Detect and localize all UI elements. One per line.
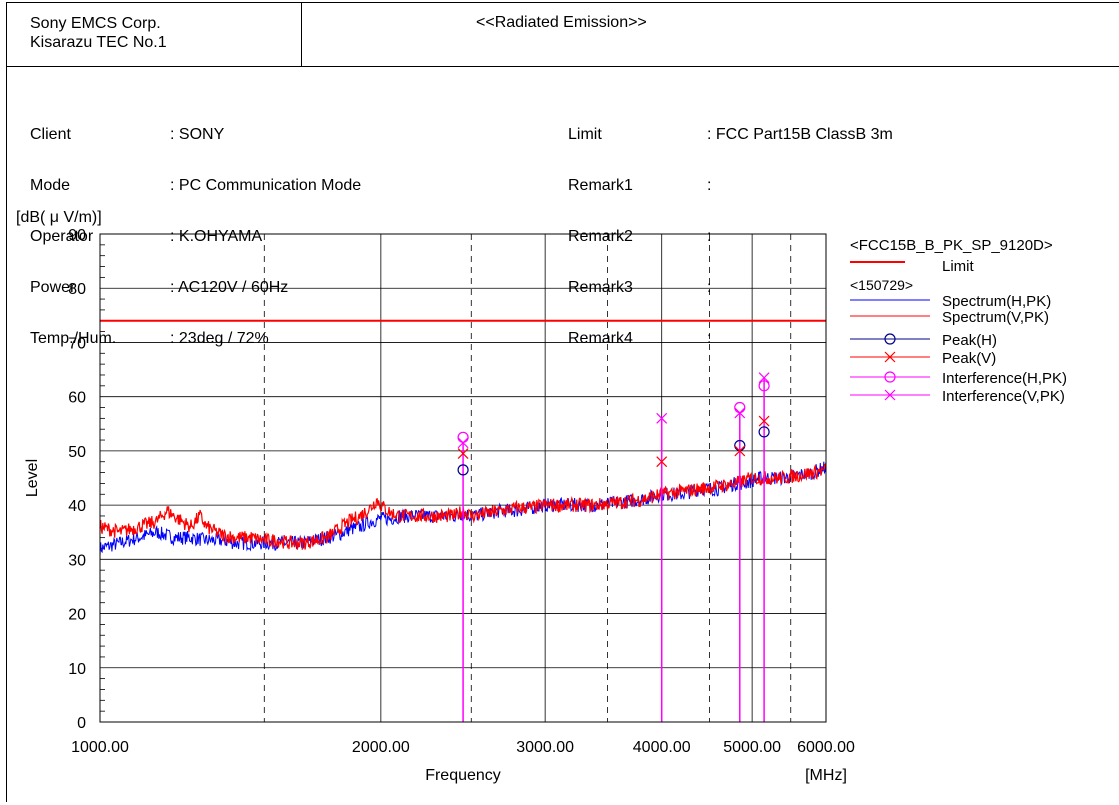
- peak-h-marker: [457, 464, 469, 476]
- x-tick-label: 6000.00: [797, 739, 855, 756]
- legend-title: <FCC15B_B_PK_SP_9120D>: [850, 237, 1053, 254]
- top-border: [6, 2, 1119, 3]
- y-tick-label: 90: [68, 227, 86, 244]
- info-value-mode: : PC Communication Mode: [170, 177, 362, 194]
- info-value-power: : AC120V / 60Hz: [170, 279, 289, 296]
- company-name: Sony EMCS Corp. Kisarazu TEC No.1: [30, 14, 167, 52]
- legend-circle-marker: [884, 371, 896, 383]
- legend-label: Interference(H,PK): [942, 370, 1067, 387]
- y-tick-label: 50: [68, 444, 86, 461]
- x-tick-label: 4000.00: [633, 739, 691, 756]
- cross-stroke: [758, 415, 770, 427]
- info-label-client: Client: [30, 126, 71, 143]
- report-frame: [6, 2, 1117, 802]
- info-label-limit: Limit: [568, 126, 602, 143]
- info-label-remark1: Remark1: [568, 177, 633, 194]
- legend-cross-marker: [884, 351, 896, 363]
- cross-stroke: [734, 407, 746, 419]
- header-divider: [6, 66, 1119, 67]
- y-tick-label: 10: [68, 661, 86, 678]
- legend-label: Peak(V): [942, 350, 996, 367]
- x-tick-label: 1000.00: [71, 739, 129, 756]
- y-tick-label: 30: [68, 552, 86, 569]
- interference-v-pk-marker: [758, 372, 770, 384]
- interference-h-pk-marker: [734, 401, 746, 414]
- legend-limit-label: Limit: [942, 258, 975, 275]
- y-tick-label: 20: [68, 607, 86, 624]
- info-label-power: Power: [30, 279, 76, 296]
- x-tick-label: 3000.00: [516, 739, 574, 756]
- legend-label: Spectrum(H,PK): [942, 293, 1051, 310]
- info-label-mode: Mode: [30, 177, 71, 194]
- peak-v-marker: [457, 448, 469, 460]
- company-line-1: Sony EMCS Corp.: [30, 15, 161, 32]
- plot-area-border: [99, 233, 827, 723]
- interference-v-pk-marker: [656, 412, 668, 424]
- legend-label: Peak(H): [942, 332, 997, 349]
- info-label-operator: Operator: [30, 228, 94, 245]
- cross-stroke: [457, 437, 469, 449]
- info-value-operator: : K.OHYAMA: [170, 228, 263, 245]
- y-tick-label: 60: [68, 390, 86, 407]
- info-label-remark3: Remark3: [568, 279, 633, 296]
- y-tick-label: 70: [68, 335, 86, 352]
- interference-h-pk-marker: [758, 380, 770, 392]
- info-value-remark1: :: [707, 177, 712, 194]
- x-axis-label: Frequency: [425, 767, 501, 784]
- cross-stroke: [656, 412, 668, 424]
- y-tick-label: 40: [68, 498, 86, 515]
- y-tick-label: 80: [68, 281, 86, 298]
- legend-circle-marker: [884, 333, 896, 345]
- y-unit-label: [dB( μ V/m)]: [16, 209, 102, 226]
- cross-stroke: [457, 448, 469, 460]
- info-value-remark3: :: [707, 279, 712, 296]
- info-left-labels: Client Mode Operator Power Temp./Hum.: [30, 92, 116, 364]
- x-unit-label: [MHz]: [805, 767, 847, 784]
- cross-stroke: [734, 445, 746, 457]
- info-value-limit: : FCC Part15B ClassB 3m: [707, 126, 893, 143]
- cross-stroke: [656, 456, 668, 468]
- legend-subtitle: <150729>: [850, 277, 913, 293]
- interference-v-pk-marker: [734, 407, 746, 419]
- info-label-remark2: Remark2: [568, 228, 633, 245]
- peak-v-marker: [656, 456, 668, 468]
- legend-label: Interference(V,PK): [942, 388, 1065, 405]
- y-tick-label: 0: [77, 715, 86, 732]
- peak-v-marker: [758, 415, 770, 427]
- report-title: <<Radiated Emission>>: [476, 14, 647, 31]
- interference-v-pk-marker: [457, 437, 469, 449]
- legend-label: Spectrum(V,PK): [942, 309, 1049, 326]
- legend-cross-marker: [884, 389, 896, 401]
- info-label-temp: Temp./Hum.: [30, 330, 117, 347]
- info-right-values: : FCC Part15B ClassB 3m : : : :: [707, 92, 893, 364]
- company-line-2: Kisarazu TEC No.1: [30, 34, 167, 51]
- cross-stroke: [758, 372, 770, 384]
- y-axis-label: Level: [24, 459, 41, 497]
- x-tick-label: 2000.00: [352, 739, 410, 756]
- info-value-client: : SONY: [170, 126, 225, 143]
- peak-v-marker: [734, 445, 746, 457]
- x-tick-label: 5000.00: [723, 739, 781, 756]
- peak-h-marker: [758, 426, 770, 438]
- interference-h-pk-marker: [457, 431, 469, 443]
